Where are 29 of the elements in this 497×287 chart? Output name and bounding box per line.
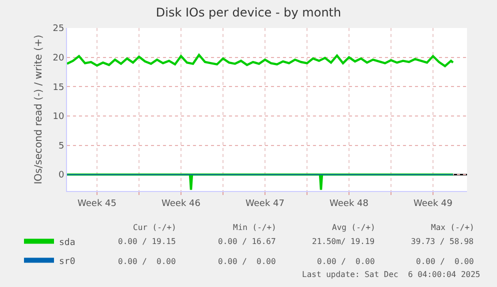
x-tick-label: Week 46 [162,198,201,209]
text: 0.00 / 0.00 [118,257,176,266]
y-tick-label: 5 [58,141,64,152]
text: 0.00 / 0.00 [317,257,375,266]
text: 21.50m/ 19.19 [312,237,375,246]
y-tick-label: 15 [52,82,64,93]
x-tick-label: Week 49 [414,198,453,209]
line-series [67,54,454,68]
text: Max (-/+) [431,223,474,232]
text: 0.00 / 0.00 [416,257,474,266]
x-tick-label: Week 48 [330,198,369,209]
chart-title: Disk IOs per device - by month [156,5,342,20]
text: Min (-/+) [233,223,276,232]
y-tick-label: 20 [52,53,64,64]
text: 0.00 / 0.00 [218,257,276,266]
text: 39.73 / 58.98 [411,237,474,246]
y-tick-label: 10 [52,112,64,122]
text: Cur (-/+) [133,223,176,232]
text: 0.00 / 16.67 [218,237,276,246]
text: 0.00 / 19.15 [118,237,176,246]
text: Last update: Sat Dec 6 04:00:04 2025 [302,270,480,279]
y-axis-title: IOs/second read (-) / write (+) [34,34,45,184]
y-tick-label: 25 [52,24,64,34]
y-tick-label: 0 [58,170,64,181]
x-tick-label: Week 47 [246,198,284,209]
text: Avg (-/+) [332,223,376,232]
legend-label: sr0 [59,256,76,267]
x-tick-label: Week 45 [78,198,116,209]
legend-label: sda [59,238,76,248]
